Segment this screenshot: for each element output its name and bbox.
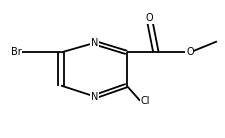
Text: N: N [91, 38, 98, 48]
Text: Br: Br [11, 47, 21, 57]
Text: N: N [91, 92, 98, 102]
Text: Cl: Cl [140, 96, 149, 106]
Text: O: O [145, 13, 152, 23]
Text: O: O [185, 47, 193, 57]
